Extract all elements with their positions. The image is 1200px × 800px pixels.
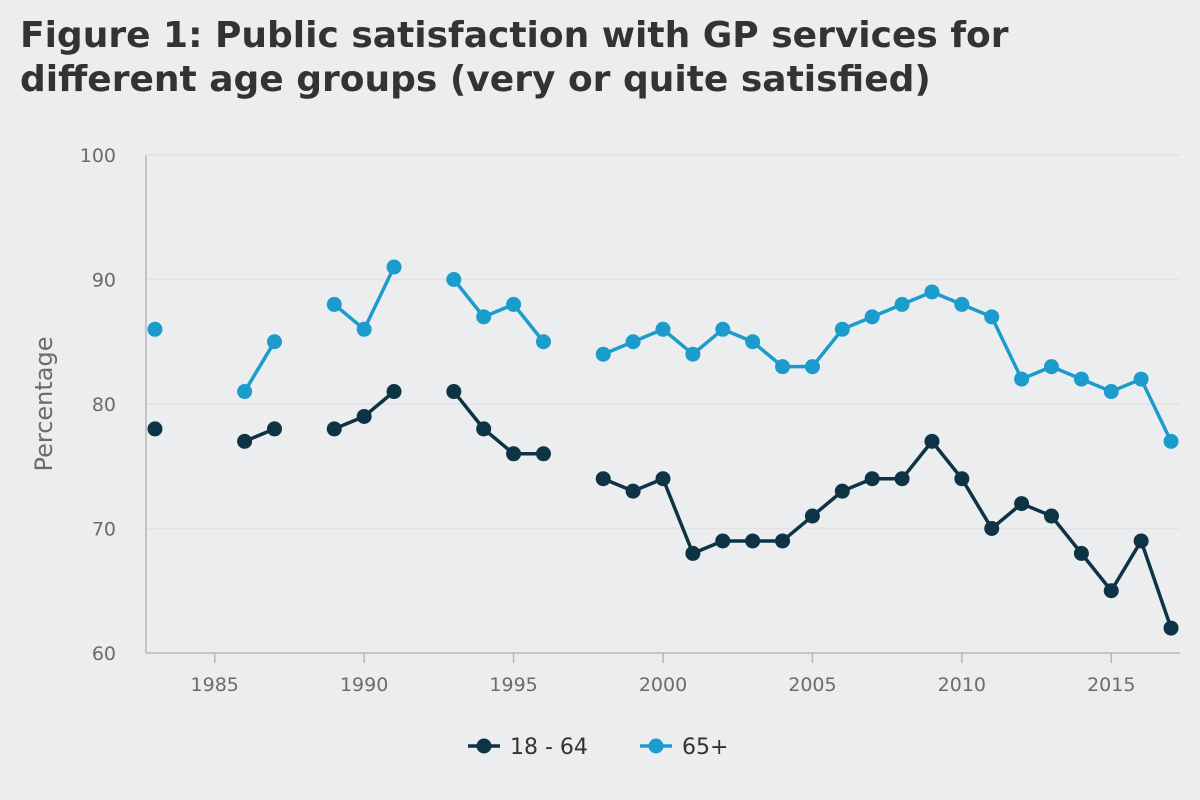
series-1-line-segment-5 [602,439,1173,629]
y-tick-label-90: 90 [92,270,116,292]
series-2-point-2004[interactable] [775,359,791,375]
series-2-line-segment-4 [452,278,545,343]
legend-item-1[interactable]: 18 - 64 [468,735,588,760]
series-1-point-1994[interactable] [476,421,492,437]
series-2-point-2013[interactable] [1043,359,1059,375]
series-layer [147,259,1179,636]
x-tick-label-1995: 1995 [489,674,537,696]
series-2-point-2006[interactable] [834,321,850,337]
chart-title-line-2: different age groups (very or quite sati… [20,59,931,100]
y-tick-label-60: 60 [92,643,116,665]
series-1-point-2014[interactable] [1073,545,1089,561]
series-1-point-2012[interactable] [1014,496,1030,512]
series-1-point-1991[interactable] [386,384,402,400]
series-1-point-2015[interactable] [1103,583,1119,599]
series-1-point-2017[interactable] [1163,620,1179,636]
series-1-point-2002[interactable] [715,533,731,549]
series-2-point-2016[interactable] [1133,371,1149,387]
series-2-point-2009[interactable] [924,284,940,300]
series-2-point-2002[interactable] [715,321,731,337]
legend-label-2: 65+ [682,735,728,760]
series-1-point-2007[interactable] [864,471,880,487]
series-1-point-2016[interactable] [1133,533,1149,549]
legend: 18 - 64 65+ [468,735,728,760]
series-1-point-1986[interactable] [237,433,253,449]
legend-label-1: 18 - 64 [510,735,588,760]
series-1-point-1998[interactable] [595,471,611,487]
series-2-point-2011[interactable] [984,309,1000,325]
series-1-point-2010[interactable] [954,471,970,487]
axes: 60 70 80 90 100 1985 1990 1995 2000 2005 2010 2015 P… [30,145,1180,696]
series-1-point-2004[interactable] [775,533,791,549]
series-1-point-1983[interactable] [147,421,163,437]
series-2 [147,259,1179,449]
series-2-point-2000[interactable] [655,321,671,337]
series-1-point-1993[interactable] [446,384,462,400]
series-2-point-1999[interactable] [625,334,641,350]
legend-marker-2 [648,738,664,754]
x-tick-label-1990: 1990 [340,674,388,696]
series-2-point-1994[interactable] [476,309,492,325]
series-1-point-1989[interactable] [326,421,342,437]
series-2-line-segment-2 [243,340,277,393]
series-2-point-1987[interactable] [267,334,283,350]
series-2-point-2005[interactable] [804,359,820,375]
chart-title: Figure 1: Public satisfaction with GP se… [20,14,1120,102]
series-2-line-segment-3 [333,266,396,332]
y-tick-label-80: 80 [92,394,116,416]
series-1-point-2005[interactable] [804,508,820,524]
series-2-point-1983[interactable] [147,321,163,337]
series-1-point-2011[interactable] [984,521,1000,536]
series-1-point-2003[interactable] [745,533,761,549]
legend-item-2[interactable]: 65+ [640,735,728,760]
series-1-line-segment-4 [452,390,544,456]
series-2-line-segment-5 [602,290,1173,443]
series-2-point-2003[interactable] [745,334,761,350]
series-1-point-2000[interactable] [655,471,671,487]
series-1-point-1996[interactable] [535,446,551,462]
series-1-point-2008[interactable] [894,471,910,487]
series-1-point-1990[interactable] [356,408,372,424]
series-2-point-2012[interactable] [1014,371,1030,387]
series-1-point-1995[interactable] [506,446,522,462]
series-2-point-2014[interactable] [1073,371,1089,387]
series-1-point-2001[interactable] [685,545,701,561]
x-tick-label-2010: 2010 [938,674,986,696]
series-2-point-1995[interactable] [506,296,522,312]
legend-marker-1 [476,738,492,754]
series-2-point-1998[interactable] [595,346,611,362]
series-2-point-1993[interactable] [446,272,462,287]
x-tick-label-2005: 2005 [788,674,836,696]
series-1-point-1987[interactable] [267,421,283,437]
x-tick-label-2015: 2015 [1087,674,1135,696]
series-1 [147,384,1179,636]
series-1-point-2009[interactable] [924,433,940,449]
gridlines [146,154,1180,530]
series-2-point-2015[interactable] [1103,384,1119,400]
series-1-point-2006[interactable] [834,483,850,499]
series-1-point-1999[interactable] [625,483,641,499]
y-axis-title: Percentage [30,336,58,471]
series-1-point-2013[interactable] [1043,508,1059,524]
series-2-point-1990[interactable] [356,321,372,337]
x-tick-label-2000: 2000 [639,674,687,696]
x-tick-label-1985: 1985 [191,674,239,696]
series-2-point-2010[interactable] [954,296,970,312]
chart-title-line-1: Figure 1: Public satisfaction with GP se… [20,15,1009,56]
series-2-point-1996[interactable] [535,334,551,350]
y-tick-label-70: 70 [92,519,116,541]
series-2-point-1991[interactable] [386,259,402,275]
series-2-point-2017[interactable] [1163,433,1179,449]
series-2-point-2001[interactable] [685,346,701,362]
series-2-point-1989[interactable] [326,296,342,312]
series-2-point-2008[interactable] [894,296,910,312]
series-2-point-2007[interactable] [864,309,880,325]
series-2-point-1986[interactable] [237,384,253,400]
y-tick-label-100: 100 [80,145,116,167]
